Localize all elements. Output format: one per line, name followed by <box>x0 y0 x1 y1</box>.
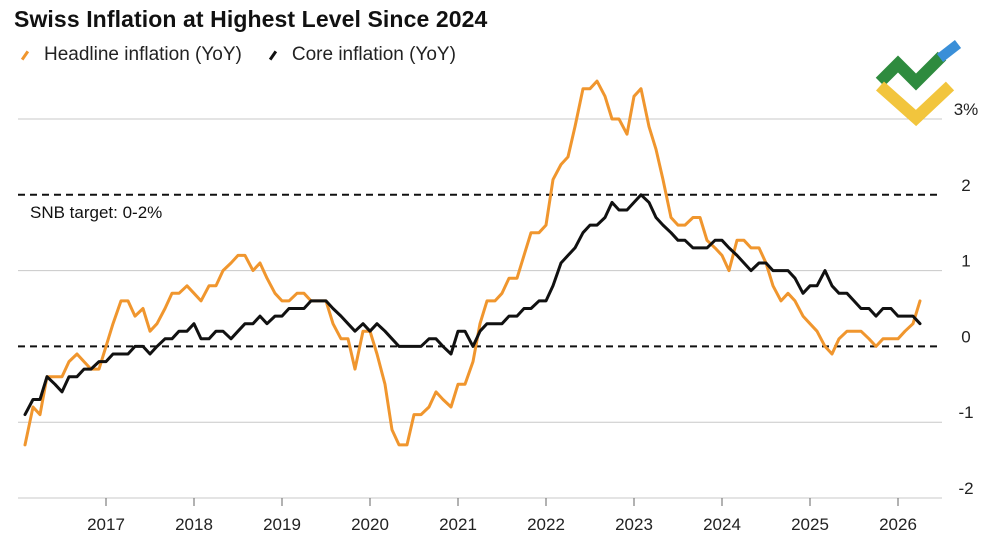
legend-label-core: Core inflation (YoY) <box>291 44 456 65</box>
series-lines <box>23 79 922 447</box>
brand-logo-icon <box>875 40 962 127</box>
chart-title: Swiss Inflation at Highest Level Since 2… <box>14 6 488 32</box>
y-tick-label-3: 0 <box>961 327 970 346</box>
legend-item-core: Core inflation (YoY) <box>264 44 456 66</box>
x-axis: 2017 2018 2019 2020 2021 2022 2023 2024 2025 2026 <box>87 498 917 534</box>
legend-label-headline: Headline inflation (YoY) <box>44 44 242 65</box>
y-tick-label-1: 2 <box>961 176 970 195</box>
series-line-1 <box>23 193 922 417</box>
reference-lines <box>18 193 942 348</box>
y-tick-label-5: -2 <box>958 479 973 498</box>
x-tick-label-3: 2020 <box>351 515 389 534</box>
gridlines <box>18 118 942 499</box>
y-tick-label-0: 3% <box>954 100 979 119</box>
x-tick-label-9: 2026 <box>879 515 917 534</box>
x-tick-label-2: 2019 <box>263 515 301 534</box>
y-axis: 3% 2 1 0 -1 -2 <box>954 100 979 498</box>
x-tick-label-8: 2025 <box>791 515 829 534</box>
x-tick-label-4: 2021 <box>439 515 477 534</box>
x-tick-label-0: 2017 <box>87 515 125 534</box>
chart-legend: Headline inflation (YoY) Core inflation … <box>16 44 478 66</box>
x-tick-label-7: 2024 <box>703 515 741 534</box>
x-tick-label-5: 2022 <box>527 515 565 534</box>
x-tick-label-1: 2018 <box>175 515 213 534</box>
series-line-0 <box>23 79 922 447</box>
snb-target-annotation: SNB target: 0-2% <box>30 203 162 222</box>
y-tick-label-2: 1 <box>961 252 970 271</box>
y-tick-label-4: -1 <box>958 403 973 422</box>
legend-item-headline: Headline inflation (YoY) <box>16 44 242 66</box>
x-tick-label-6: 2023 <box>615 515 653 534</box>
